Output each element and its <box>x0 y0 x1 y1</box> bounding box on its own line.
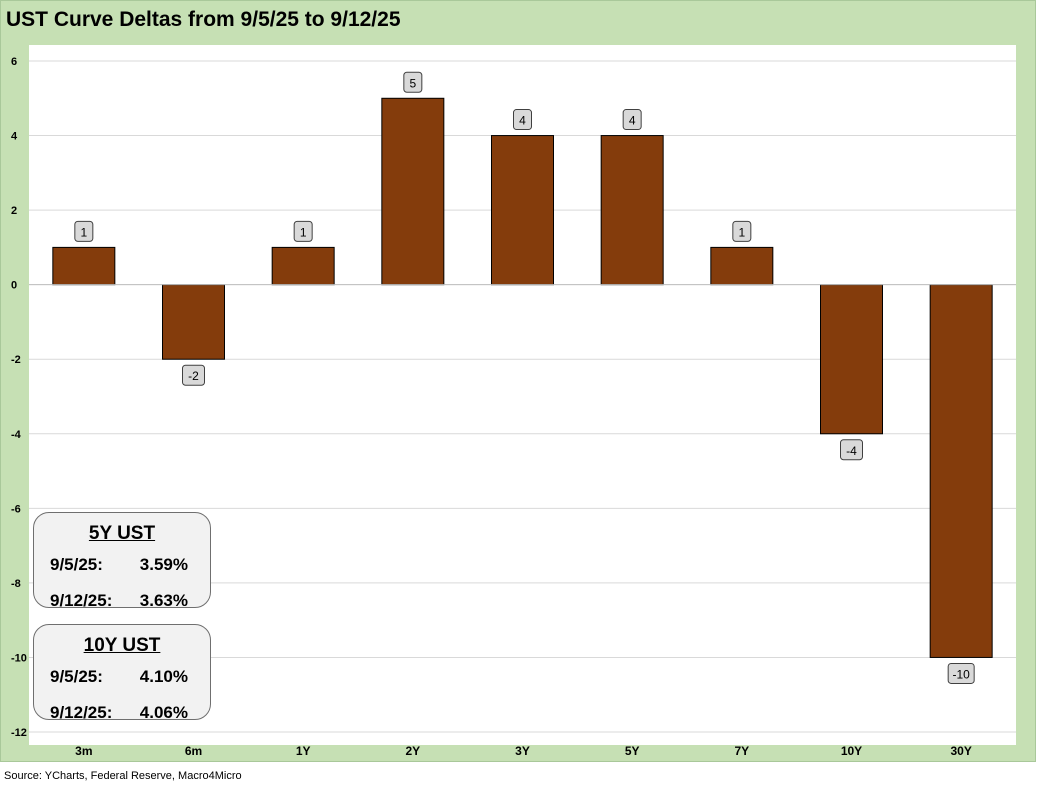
bar <box>491 135 554 286</box>
data-label: 1 <box>80 225 87 239</box>
y-tick-label: -12 <box>11 727 27 739</box>
bar <box>271 246 335 286</box>
data-label: -2 <box>188 369 199 383</box>
data-label-box <box>622 109 642 131</box>
data-label-box <box>947 662 975 684</box>
bar-chart: 1 3m -2 6m 1 1Y 5 2Y 4 3Y 4 5Y 1 7Y -4 10Y -10 30Y 6 4 2 0 -2 -… <box>11 56 1016 758</box>
data-label: -4 <box>846 444 857 458</box>
bar <box>52 246 116 286</box>
info-box-header: 10Y UST <box>83 635 161 656</box>
chart-title: UST Curve Deltas from 9/5/25 to 9/12/25 <box>6 8 401 31</box>
x-tick-label: 30Y <box>950 744 971 758</box>
x-tick-label: 2Y <box>405 744 420 758</box>
info-date: 9/5/25: <box>50 555 103 574</box>
y-tick-label: 0 <box>11 280 17 292</box>
info-box-5y: 5Y UST 9/5/25: 3.59% 9/12/25: 3.63% <box>33 512 211 610</box>
data-label: 4 <box>519 114 526 128</box>
x-tick-label: 3m <box>75 744 92 758</box>
source-note: Source: YCharts, Federal Reserve, Macro4… <box>4 770 242 782</box>
bar <box>710 246 774 286</box>
x-tick-label: 1Y <box>296 744 311 758</box>
info-value: 4.06% <box>139 703 188 722</box>
info-box-header: 5Y UST <box>88 523 156 544</box>
data-label-box <box>293 220 313 242</box>
bar <box>162 284 225 360</box>
y-tick-label: -2 <box>11 354 21 366</box>
data-label-box <box>403 71 423 93</box>
data-label-box <box>840 439 863 461</box>
info-value: 3.63% <box>139 591 188 610</box>
info-date: 9/12/25: <box>50 591 113 610</box>
y-tick-label: -8 <box>11 578 21 590</box>
data-label-box <box>732 220 752 242</box>
data-label: 4 <box>629 114 636 128</box>
bar <box>600 135 664 286</box>
info-value: 3.59% <box>139 555 188 574</box>
info-date: 9/5/25: <box>50 667 103 686</box>
data-label: 1 <box>300 225 307 239</box>
y-tick-label: 2 <box>11 205 17 217</box>
y-tick-label: 6 <box>11 56 17 68</box>
x-tick-label: 6m <box>185 744 202 758</box>
y-tick-label: -6 <box>11 503 21 515</box>
y-tick-label: -4 <box>11 429 22 441</box>
x-tick-label: 3Y <box>515 744 530 758</box>
y-tick-label: -10 <box>11 652 27 664</box>
data-label: -10 <box>952 667 970 681</box>
bar <box>820 284 883 435</box>
x-tick-label: 5Y <box>625 744 640 758</box>
y-tick-label: 4 <box>11 131 18 143</box>
info-box-10y: 10Y UST 9/5/25: 4.10% 9/12/25: 4.06% <box>33 624 211 722</box>
x-tick-label: 10Y <box>841 744 862 758</box>
info-date: 9/12/25: <box>50 703 113 722</box>
data-label: 1 <box>738 225 745 239</box>
bar <box>929 284 993 658</box>
data-label-box <box>74 220 94 242</box>
x-tick-label: 7Y <box>734 744 749 758</box>
data-label: 5 <box>409 76 416 90</box>
data-label-box <box>513 109 532 131</box>
data-label-box <box>182 364 205 386</box>
info-value: 4.10% <box>139 667 188 686</box>
bar <box>381 97 445 286</box>
